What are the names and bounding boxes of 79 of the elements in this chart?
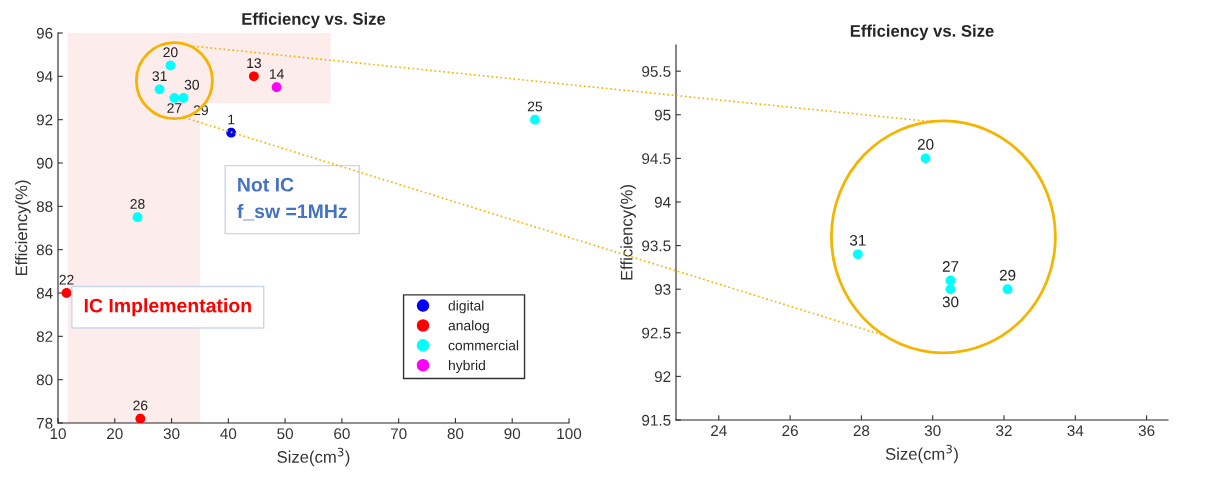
annotation: 13 <box>247 58 261 69</box>
x-tick-label: 80 <box>447 428 464 440</box>
x-axis-title: Size(cm$^{3}$) <box>885 444 958 464</box>
x-tick-label: 28 <box>853 425 870 437</box>
annotation: 25 <box>527 101 543 112</box>
point <box>132 212 143 223</box>
legend-label: commercial <box>448 340 519 351</box>
y-tick-label: 94 <box>36 71 53 83</box>
point <box>178 93 189 103</box>
point <box>165 60 176 71</box>
point <box>248 71 259 82</box>
annotation: 1 <box>228 114 235 125</box>
point <box>920 153 931 164</box>
x-tick-label: 60 <box>334 428 350 440</box>
point <box>154 84 165 95</box>
annotation: 31 <box>849 234 866 246</box>
annotation: 20 <box>163 47 178 58</box>
point <box>169 93 180 103</box>
y-tick-label: 91.5 <box>642 414 671 426</box>
point <box>530 114 540 125</box>
point <box>226 127 237 138</box>
annotation: 26 <box>133 400 148 411</box>
chart-title: Efficiency vs. Size <box>850 24 994 41</box>
y-axis-title: Efficiency(%) <box>620 185 636 280</box>
point <box>852 249 863 260</box>
annotation: 30 <box>184 79 200 90</box>
y-tick-label: 94.5 <box>642 153 671 165</box>
y-tick-label: 84 <box>36 287 53 299</box>
y-tick-label: 92 <box>36 114 53 126</box>
x-tick-label: 70 <box>390 428 407 440</box>
x-tick-label: 90 <box>504 428 521 440</box>
x-tick-label: 50 <box>277 428 294 440</box>
x-tick-label: 34 <box>1067 425 1084 437</box>
y-tick-label: 95.5 <box>642 66 671 77</box>
y-tick-label: 78 <box>36 417 53 429</box>
annotation: 29 <box>999 269 1016 281</box>
annotation: 28 <box>130 199 145 209</box>
y-tick-label: 80 <box>36 374 53 386</box>
y-tick-label: 90 <box>36 157 53 169</box>
x-tick-label: 40 <box>220 428 237 440</box>
y-tick-label: 82 <box>36 331 53 343</box>
y-tick-label: 96 <box>36 27 53 39</box>
annotation: 30 <box>942 296 959 308</box>
annotation: 22 <box>59 274 74 285</box>
y-tick-label: 88 <box>36 201 53 213</box>
y-tick-label: 92 <box>654 371 671 383</box>
point <box>271 82 282 93</box>
point <box>945 284 956 295</box>
x-tick-label: 26 <box>782 425 798 437</box>
x-tick-label: 32 <box>996 425 1012 437</box>
x-axis-title: Size(cm$^{3}$) <box>277 447 350 467</box>
y-tick-label: 92.5 <box>642 327 671 339</box>
y-tick-label: 86 <box>36 244 53 256</box>
point <box>1002 284 1013 295</box>
y-tick-label: 93 <box>654 284 671 295</box>
annotation: 31 <box>152 71 167 82</box>
x-tick-label: 20 <box>107 428 123 440</box>
chart-title: Efficiency vs. Size <box>242 12 386 29</box>
annotation: 27 <box>167 103 182 113</box>
y-tick-label: 95 <box>654 109 671 121</box>
legend-label: hybrid <box>448 360 485 373</box>
x-tick-label: 36 <box>1138 425 1155 437</box>
x-tick-label: 30 <box>163 428 180 440</box>
annotation: 14 <box>269 69 284 79</box>
point <box>135 413 146 423</box>
y-axis-title: Efficiency(%) <box>15 180 31 276</box>
annotation: Not IC f_sw =1MHz <box>237 177 347 221</box>
legend-label: digital <box>448 300 484 314</box>
legend-label: analog <box>448 320 489 334</box>
annotation: IC Implementation <box>84 298 251 317</box>
y-tick-label: 93.5 <box>642 240 671 252</box>
x-tick-label: 30 <box>924 425 941 437</box>
annotation: 27 <box>942 261 959 272</box>
x-tick-label: 100 <box>557 428 582 440</box>
x-tick-label: 10 <box>50 428 66 440</box>
annotation: 20 <box>917 138 934 150</box>
y-tick-label: 94 <box>654 196 671 208</box>
x-tick-label: 24 <box>711 425 727 436</box>
point <box>61 288 72 298</box>
